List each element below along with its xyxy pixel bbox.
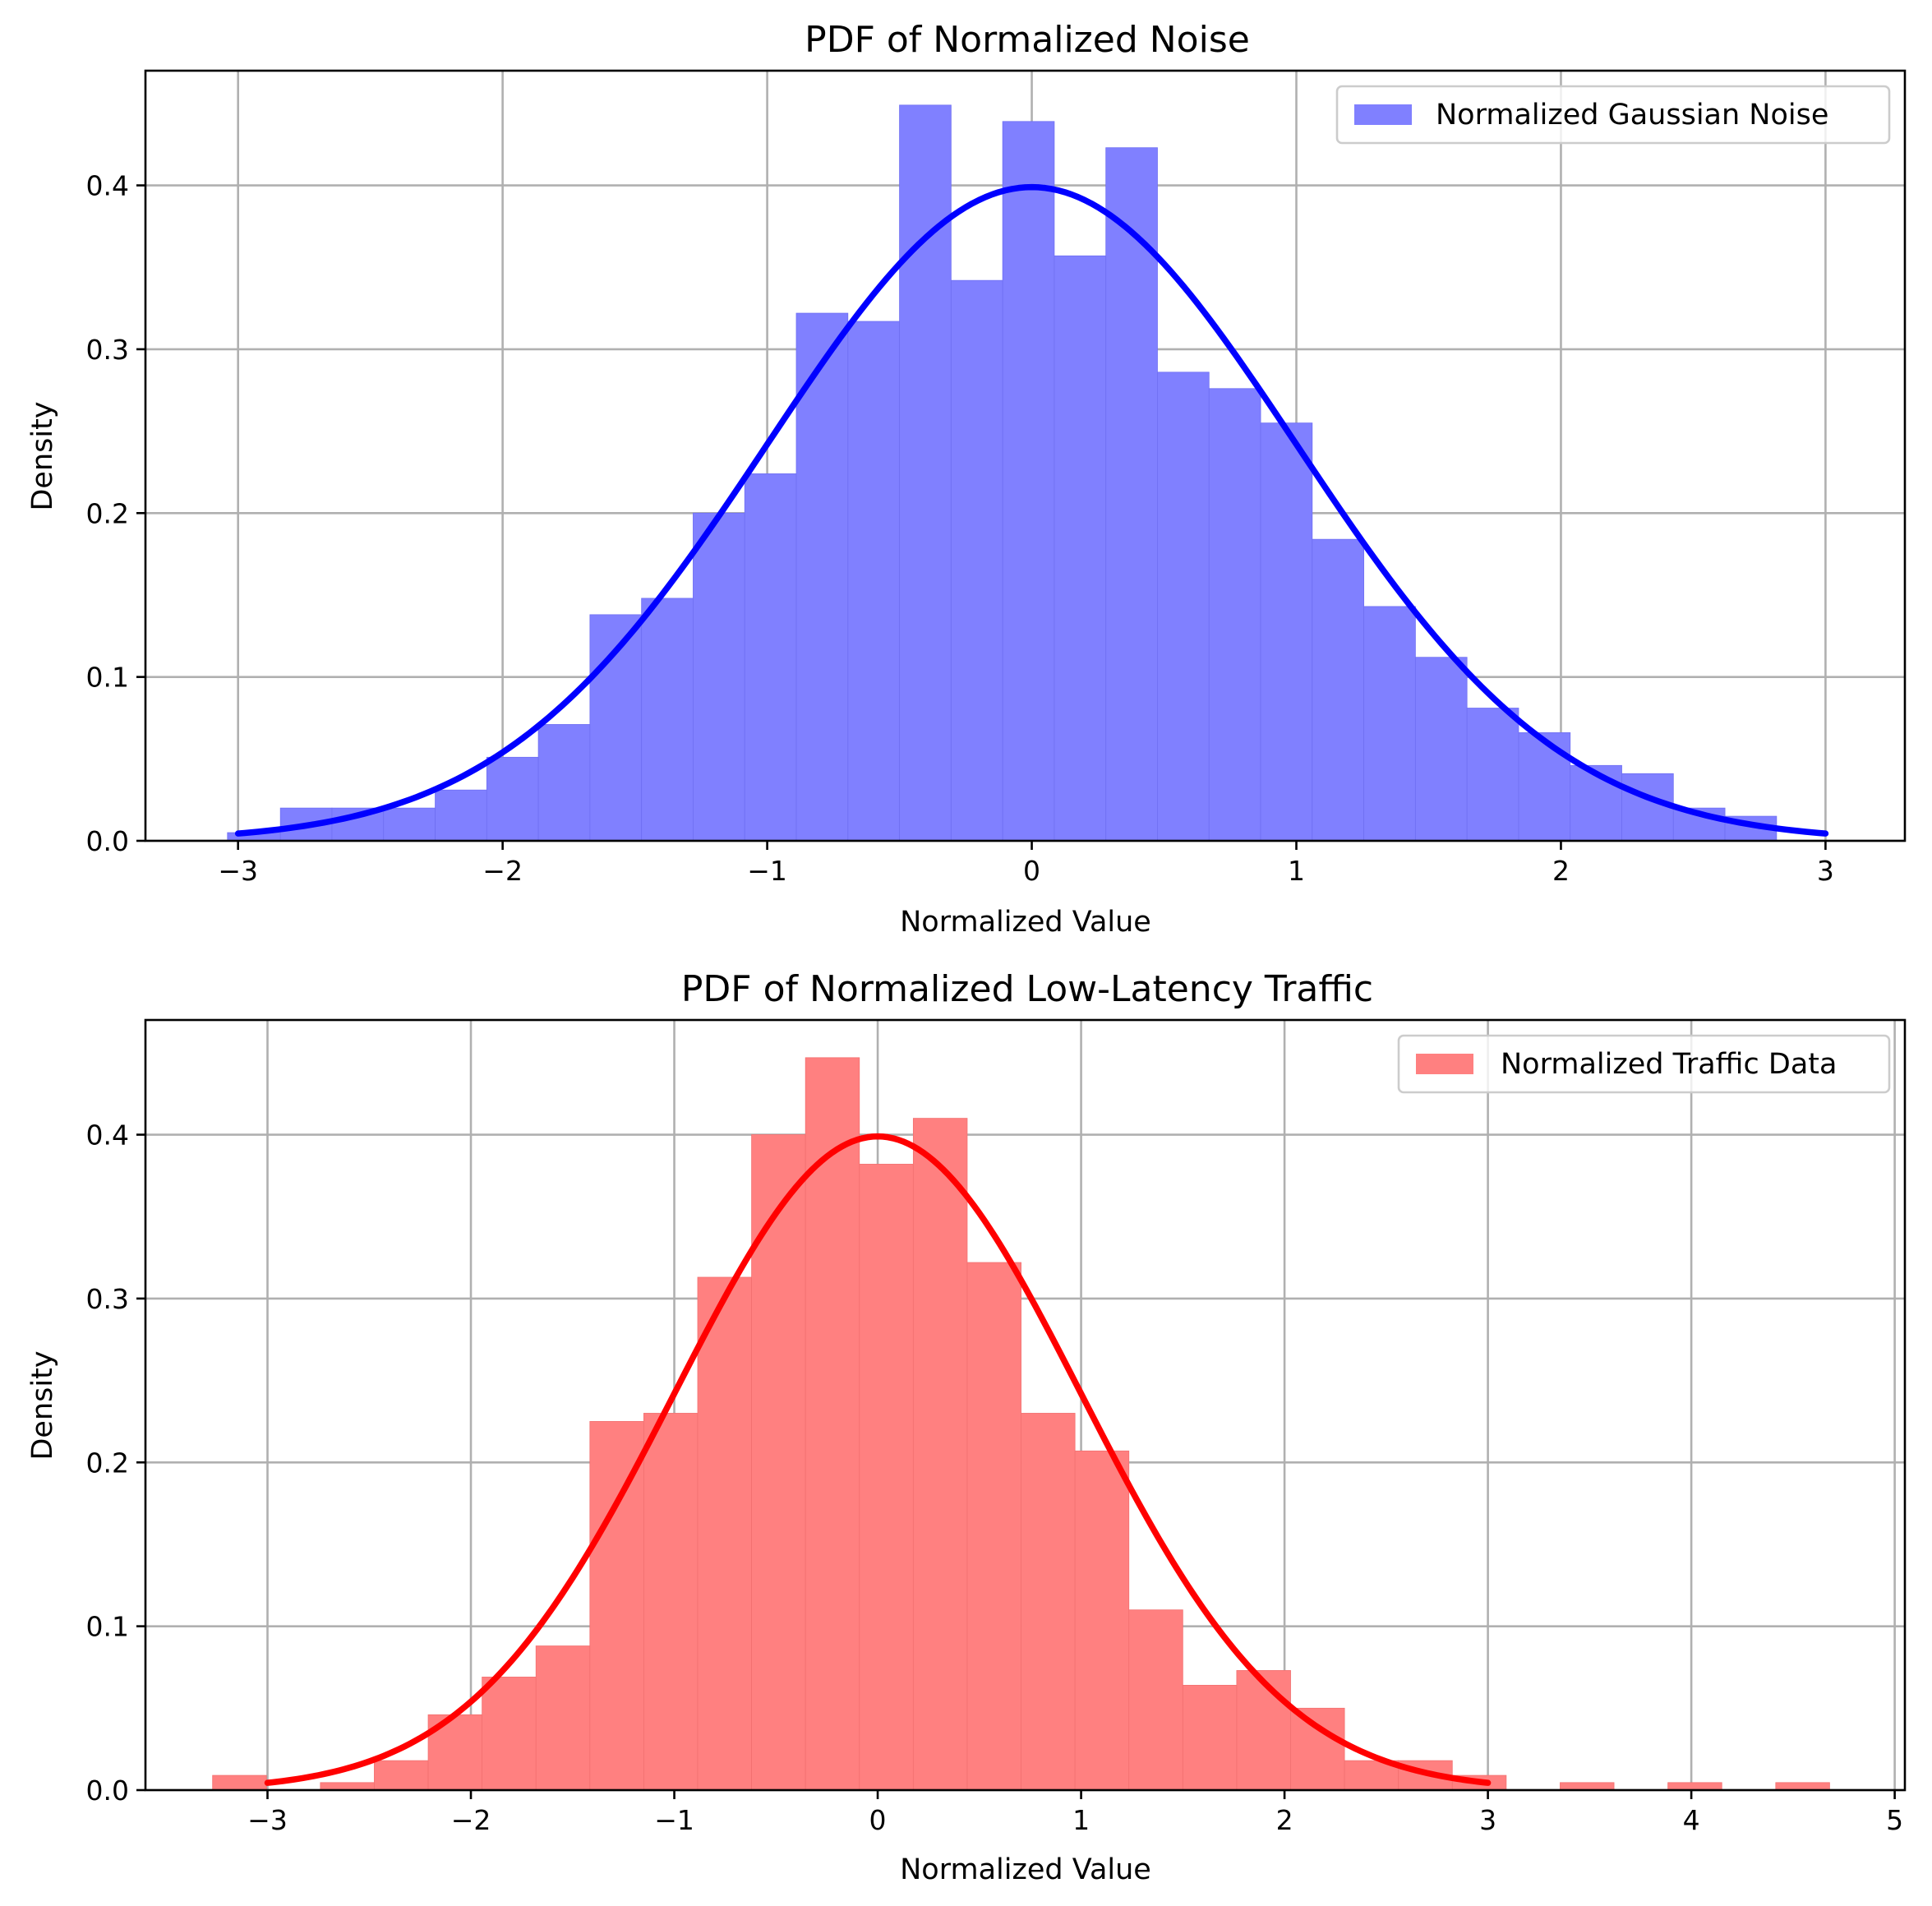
legend-label: Normalized Gaussian Noise — [1436, 99, 1828, 132]
x-tick-label: −1 — [747, 855, 787, 887]
histogram-bar — [899, 104, 952, 842]
histogram-bar — [589, 1421, 644, 1791]
x-axis-label: Normalized Value — [900, 906, 1151, 939]
pdf-curve — [234, 183, 1829, 837]
x-tick-label: 1 — [1072, 1804, 1090, 1836]
histogram-bars — [212, 1057, 1830, 1791]
histogram-bar — [1236, 1670, 1291, 1791]
histogram-bar — [1466, 708, 1519, 842]
histogram-bar — [1182, 1685, 1238, 1791]
chart-title: PDF of Normalized Low-Latency Traffic — [681, 968, 1373, 1010]
chart-title: PDF of Normalized Noise — [805, 19, 1250, 61]
legend-swatch — [1416, 1054, 1473, 1074]
histogram-bar — [1621, 773, 1674, 842]
histogram-bar — [1208, 388, 1261, 842]
histogram-bar — [212, 1774, 267, 1791]
histogram-bar — [1667, 1782, 1722, 1791]
histogram-bar — [1128, 1609, 1183, 1791]
histogram-bar — [1312, 538, 1365, 842]
x-tick-label: 3 — [1817, 855, 1834, 887]
histogram-bar — [1021, 1413, 1076, 1791]
histogram-bar — [486, 756, 539, 842]
y-tick-label: 0.2 — [86, 1447, 129, 1479]
histogram-bar — [1157, 372, 1210, 842]
legend-frame — [1397, 1034, 1891, 1094]
x-tick-label: 4 — [1683, 1804, 1700, 1836]
histogram-bar — [383, 807, 436, 842]
histogram-bars — [227, 104, 1778, 842]
histogram-bar — [950, 279, 1003, 842]
histogram-bar — [912, 1118, 968, 1791]
x-tick-label: 0 — [869, 1804, 887, 1836]
histogram-bar — [795, 312, 849, 842]
histogram-bar — [859, 1164, 914, 1791]
x-axis-ticks: −3 −2 −1 0 1 2 3 — [218, 841, 1834, 887]
histogram-bar — [435, 789, 487, 842]
y-tick-label: 0.4 — [86, 170, 129, 202]
histogram-bar — [643, 1413, 699, 1791]
x-axis-ticks: −3 −2 −1 0 1 2 3 4 5 — [247, 1790, 1903, 1836]
pdf-curve — [264, 1133, 1492, 1786]
histogram-bar — [482, 1677, 537, 1791]
histogram-bar — [751, 1134, 806, 1791]
histogram-bar — [1054, 255, 1107, 842]
histogram-bar — [1105, 147, 1158, 842]
x-tick-label: −2 — [482, 855, 523, 887]
legend-frame — [1335, 85, 1891, 145]
x-axis-label: Normalized Value — [900, 1853, 1151, 1886]
histogram-bar — [1260, 422, 1313, 842]
histogram-bar — [1074, 1450, 1130, 1791]
histogram-bar — [1290, 1707, 1345, 1791]
traffic-chart: PDF of Normalized Low-Latency Traffic −3… — [26, 968, 1907, 1886]
y-axis-label: Density — [26, 1350, 59, 1460]
x-tick-label: 2 — [1276, 1804, 1293, 1836]
histogram-bar — [1002, 121, 1055, 842]
plot-frame — [144, 69, 1907, 842]
histogram-bar — [1363, 606, 1416, 842]
x-tick-label: 0 — [1023, 855, 1040, 887]
histogram-bar — [744, 473, 797, 842]
histogram-bar — [847, 321, 900, 842]
histogram-bar — [641, 598, 694, 842]
histogram-bar — [966, 1262, 1021, 1791]
histogram-bar — [805, 1057, 860, 1791]
histogram-bar — [374, 1760, 429, 1791]
x-tick-label: −2 — [451, 1804, 491, 1836]
x-tick-label: −3 — [218, 855, 258, 887]
histogram-bar — [1414, 657, 1468, 842]
y-axis-label: Density — [26, 401, 59, 510]
histogram-bar — [1518, 732, 1571, 842]
legend-label: Normalized Traffic Data — [1501, 1048, 1837, 1081]
legend-swatch — [1354, 104, 1412, 125]
x-tick-label: −3 — [247, 1804, 288, 1836]
histogram-bar — [1775, 1782, 1830, 1791]
x-tick-label: 3 — [1479, 1804, 1496, 1836]
y-tick-label: 0.3 — [86, 334, 129, 366]
histogram-bar — [535, 1645, 591, 1791]
x-tick-label: −1 — [654, 1804, 694, 1836]
y-tick-label: 0.2 — [86, 497, 129, 529]
histogram-bar — [1560, 1782, 1615, 1791]
y-tick-label: 0.0 — [86, 1774, 129, 1807]
histogram-bar — [537, 724, 591, 842]
y-tick-label: 0.4 — [86, 1119, 129, 1151]
plot-frame — [144, 1018, 1907, 1792]
y-axis-ticks: 0.0 0.1 0.2 0.3 0.4 — [86, 1119, 145, 1807]
y-tick-label: 0.1 — [86, 1611, 129, 1643]
histogram-bar — [697, 1276, 752, 1791]
noise-chart: PDF of Normalized Noise −3 −2 −1 0 1 2 3 0.00.… — [26, 19, 1907, 939]
legend: Normalized Traffic Data — [1397, 1034, 1891, 1094]
histogram-bar — [320, 1782, 375, 1791]
histogram-bar — [693, 512, 745, 842]
x-tick-label: 5 — [1886, 1804, 1903, 1836]
y-tick-label: 0.3 — [86, 1283, 129, 1315]
y-tick-label: 0.0 — [86, 825, 129, 857]
legend: Normalized Gaussian Noise — [1335, 85, 1891, 145]
y-tick-label: 0.1 — [86, 662, 129, 694]
y-axis-ticks: 0.0 0.1 0.2 0.3 0.4 — [86, 170, 145, 857]
x-tick-label: 1 — [1288, 855, 1305, 887]
x-tick-label: 2 — [1552, 855, 1570, 887]
